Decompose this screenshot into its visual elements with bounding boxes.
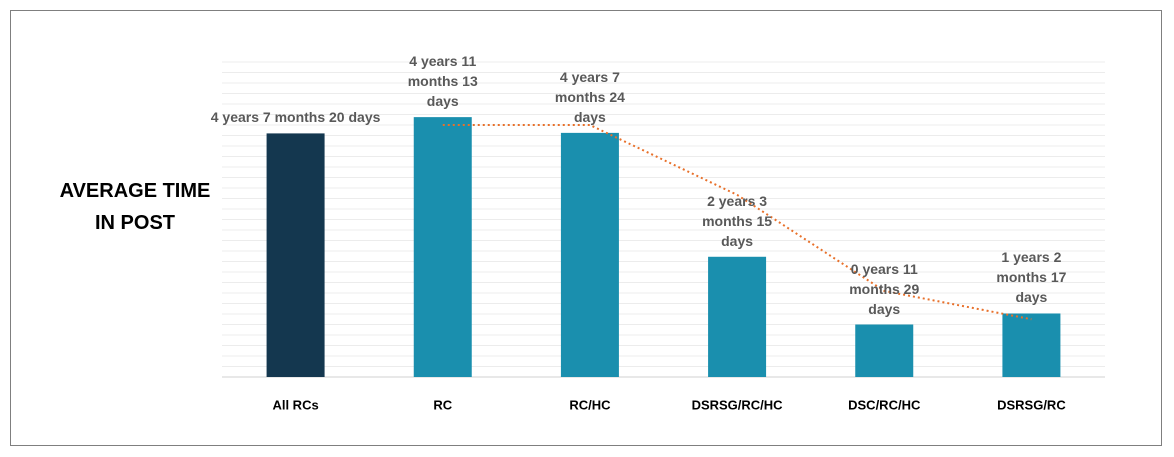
chart-title: AVERAGE TIME IN POST <box>59 180 211 234</box>
x-tick-label: RC/HC <box>569 397 611 412</box>
value-label: 1 years 2 months 17 days <box>996 249 1067 306</box>
x-tick-label: DSRSG/RC <box>997 397 1066 412</box>
bar <box>413 117 472 377</box>
value-label: 4 years 7 months 20 days <box>210 109 381 126</box>
value-label: 4 years 7 months 24 days <box>554 68 625 125</box>
bar <box>855 324 914 377</box>
x-tick-label: DSC/RC/HC <box>848 397 921 412</box>
bar <box>560 132 619 377</box>
value-label: 0 years 11 months 29 days <box>849 260 920 317</box>
trend-line <box>442 124 1032 321</box>
chart-frame <box>10 10 1162 446</box>
x-tick-label: All RCs <box>272 397 318 412</box>
value-label: 4 years 11 months 13 days <box>407 53 478 110</box>
bar <box>1002 313 1061 377</box>
x-tick-label: RC <box>433 397 452 412</box>
x-tick-label: DSRSG/RC/HC <box>692 397 784 412</box>
value-label: 2 years 3 months 15 days <box>702 192 773 249</box>
bar <box>266 133 325 377</box>
bar <box>708 256 767 377</box>
